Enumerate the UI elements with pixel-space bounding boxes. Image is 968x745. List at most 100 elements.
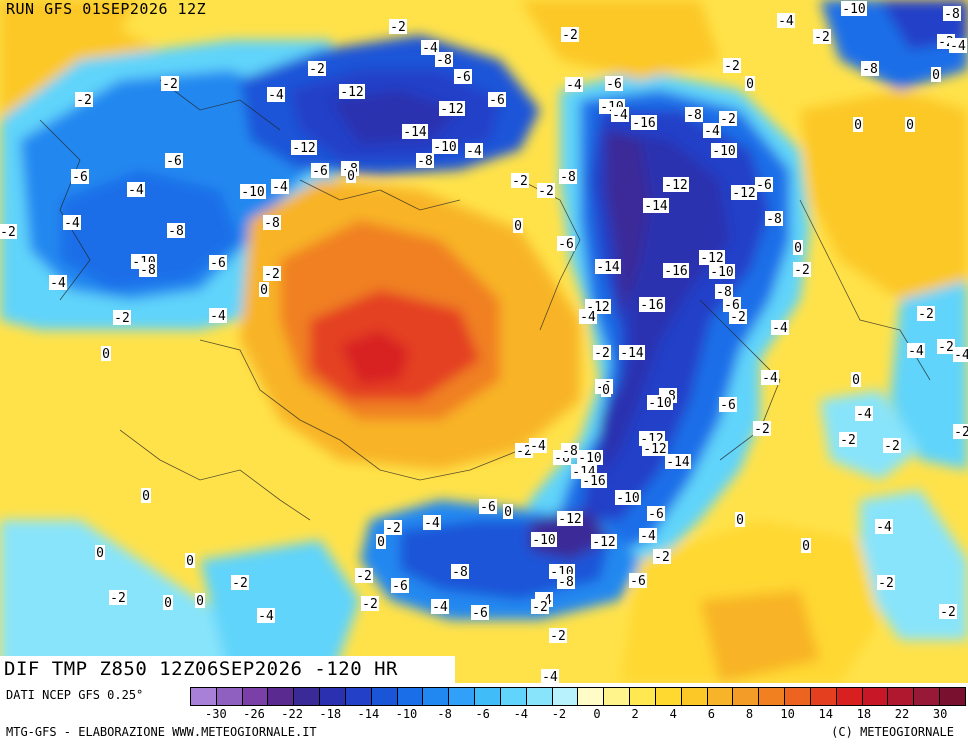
contour-label: 0 <box>503 504 513 520</box>
svg-text:-4: -4 <box>640 529 656 544</box>
contour-label: -12 <box>557 511 583 527</box>
contour-label: -8 <box>765 211 783 227</box>
contour-label: -14 <box>595 259 621 275</box>
contour-label: -10 <box>531 532 557 548</box>
svg-text:0: 0 <box>852 373 860 388</box>
color-scale-tick: 22 <box>894 707 910 721</box>
color-scale-swatch <box>423 688 450 705</box>
contour-label: -2 <box>939 604 957 620</box>
color-scale-tick: -8 <box>437 707 452 721</box>
contour-label: 0 <box>141 488 151 504</box>
color-scale-swatch <box>475 688 501 705</box>
svg-text:-8: -8 <box>140 263 156 278</box>
color-scale-swatch <box>914 688 941 705</box>
svg-text:-16: -16 <box>632 116 655 131</box>
color-scale-swatch <box>191 688 217 705</box>
contour-label: 0 <box>851 372 861 388</box>
contour-labels: -2-4-8-6-2-12-12-6-4-14-12-10-8-4-6-8-2-… <box>0 1 968 683</box>
color-scale-tick: 30 <box>932 707 948 721</box>
svg-text:-12: -12 <box>592 535 615 550</box>
contour-label: -2 <box>723 58 741 74</box>
svg-text:-8: -8 <box>686 108 702 123</box>
svg-text:-2: -2 <box>794 263 810 278</box>
svg-text:-10: -10 <box>241 185 264 200</box>
svg-text:-2: -2 <box>162 77 178 92</box>
svg-text:-10: -10 <box>433 140 456 155</box>
svg-text:-12: -12 <box>700 251 723 266</box>
contour-label: 0 <box>346 168 356 184</box>
svg-text:-10: -10 <box>842 2 865 17</box>
svg-text:-2: -2 <box>940 605 956 620</box>
svg-text:-2: -2 <box>264 267 280 282</box>
svg-text:-14: -14 <box>644 199 668 214</box>
svg-text:-4: -4 <box>704 124 720 139</box>
svg-text:-2: -2 <box>385 521 401 536</box>
svg-text:-14: -14 <box>403 125 427 140</box>
svg-text:0: 0 <box>514 219 522 234</box>
color-scale-tick: 6 <box>707 707 716 721</box>
svg-text:0: 0 <box>164 596 172 611</box>
svg-text:0: 0 <box>736 513 744 528</box>
svg-text:0: 0 <box>794 241 802 256</box>
contour-label: -6 <box>165 153 183 169</box>
contour-label: -4 <box>127 182 145 198</box>
contour-label: -8 <box>451 564 469 580</box>
contour-label: -2 <box>308 61 326 77</box>
contour-label: -2 <box>793 262 811 278</box>
svg-text:-6: -6 <box>756 178 772 193</box>
contour-label: -8 <box>561 443 579 459</box>
svg-text:0: 0 <box>377 535 385 550</box>
contour-label: -6 <box>488 92 506 108</box>
contour-label: -8 <box>559 169 577 185</box>
svg-text:-2: -2 <box>76 93 92 108</box>
svg-text:-6: -6 <box>72 170 88 185</box>
contour-label: -14 <box>665 454 691 470</box>
svg-text:0: 0 <box>932 68 940 83</box>
contour-label: -10 <box>432 139 458 155</box>
color-scale-swatch <box>888 688 915 705</box>
contour-label: -4 <box>465 143 483 159</box>
contour-label: -4 <box>565 77 583 93</box>
color-scale-swatch <box>655 688 682 705</box>
svg-text:-2: -2 <box>512 174 528 189</box>
color-scale-swatch <box>707 688 734 705</box>
color-scale-tick: -4 <box>513 707 529 721</box>
svg-text:-4: -4 <box>566 78 582 93</box>
contour-label: -6 <box>454 69 472 85</box>
color-scale-tick: -10 <box>395 707 418 721</box>
svg-text:-8: -8 <box>766 212 782 227</box>
contour-label: 0 <box>931 67 941 83</box>
contour-label: -2 <box>263 266 281 282</box>
svg-text:-4: -4 <box>422 41 438 56</box>
contour-label: -10 <box>711 143 737 159</box>
contour-label: 0 <box>195 593 205 609</box>
contour-label: -4 <box>541 669 559 683</box>
svg-text:-10: -10 <box>532 533 555 548</box>
contour-label: -4 <box>529 438 547 454</box>
contour-label: 0 <box>601 382 611 398</box>
svg-text:-2: -2 <box>954 425 968 440</box>
contour-label: -6 <box>647 506 665 522</box>
svg-text:-8: -8 <box>560 170 576 185</box>
svg-text:-4: -4 <box>210 309 226 324</box>
svg-text:-10: -10 <box>648 396 671 411</box>
svg-text:-2: -2 <box>356 569 372 584</box>
svg-text:0: 0 <box>96 546 104 561</box>
map-canvas: -2-4-8-6-2-12-12-6-4-14-12-10-8-4-6-8-2-… <box>0 0 968 683</box>
contour-label: -8 <box>685 107 703 123</box>
svg-text:-2: -2 <box>516 444 532 459</box>
anomaly-map: -2-4-8-6-2-12-12-6-4-14-12-10-8-4-6-8-2-… <box>0 0 968 683</box>
svg-text:-4: -4 <box>908 344 924 359</box>
svg-text:-4: -4 <box>530 439 546 454</box>
contour-label: -6 <box>719 397 737 413</box>
contour-label: -14 <box>402 124 428 140</box>
contour-label: -2 <box>719 111 737 127</box>
svg-text:0: 0 <box>854 118 862 133</box>
svg-text:-4: -4 <box>258 609 274 624</box>
contour-label: -12 <box>642 441 668 457</box>
contour-label: -8 <box>263 215 281 231</box>
color-scale-swatch <box>836 688 863 705</box>
svg-text:-6: -6 <box>489 93 505 108</box>
svg-text:-4: -4 <box>762 371 778 386</box>
svg-text:-12: -12 <box>340 85 363 100</box>
